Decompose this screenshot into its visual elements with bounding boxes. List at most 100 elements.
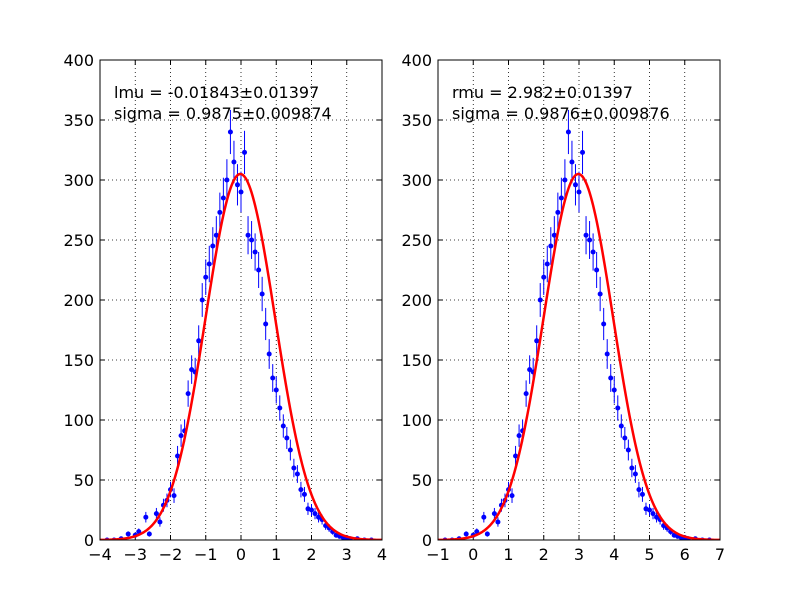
y-tick-label: 150 xyxy=(401,351,432,370)
y-tick-label: 0 xyxy=(422,531,432,550)
x-tick-label: −1 xyxy=(194,545,218,564)
data-point xyxy=(227,129,233,135)
data-point xyxy=(185,391,191,397)
data-point xyxy=(266,351,272,357)
y-tick-label: 250 xyxy=(401,231,432,250)
x-tick-label: −4 xyxy=(88,545,112,564)
y-tick-label: 200 xyxy=(63,291,94,310)
data-point xyxy=(572,182,578,188)
data-point xyxy=(650,511,656,517)
y-tick-label: 50 xyxy=(412,471,432,490)
data-point xyxy=(601,321,607,327)
data-point xyxy=(203,274,209,280)
data-point xyxy=(238,189,244,195)
data-point xyxy=(199,297,205,303)
fit-annotation: rmu = 2.982±0.01397 xyxy=(452,83,633,102)
data-point xyxy=(611,387,617,393)
data-point xyxy=(636,487,642,493)
data-point xyxy=(189,367,195,373)
data-point xyxy=(569,159,575,165)
x-tick-label: 0 xyxy=(236,545,246,564)
data-point xyxy=(548,243,554,249)
data-point xyxy=(298,487,304,493)
data-point xyxy=(224,177,230,183)
x-tick-label: 1 xyxy=(503,545,513,564)
data-point xyxy=(294,471,300,477)
data-point xyxy=(537,297,543,303)
x-tick-label: 3 xyxy=(342,545,352,564)
data-point xyxy=(629,465,635,471)
plot-area xyxy=(438,109,720,540)
data-point xyxy=(153,511,159,517)
y-tick-label: 250 xyxy=(63,231,94,250)
y-tick-label: 350 xyxy=(63,111,94,130)
data-point xyxy=(143,514,149,520)
data-point xyxy=(534,338,540,344)
data-point xyxy=(171,493,177,499)
y-tick-label: 0 xyxy=(84,531,94,550)
data-point xyxy=(523,391,529,397)
data-point xyxy=(647,507,652,513)
y-tick-label: 100 xyxy=(63,411,94,430)
data-point xyxy=(495,519,501,525)
fit-annotation: sigma = 0.9875±0.009874 xyxy=(114,104,332,123)
data-point xyxy=(206,261,212,267)
data-point xyxy=(481,514,487,520)
data-point xyxy=(551,232,557,238)
data-point xyxy=(484,531,490,537)
data-point xyxy=(270,375,276,381)
data-point xyxy=(210,243,216,249)
data-point xyxy=(608,375,614,381)
data-point xyxy=(604,351,610,357)
y-tick-label: 150 xyxy=(63,351,94,370)
data-point xyxy=(474,529,480,535)
fit-annotation: lmu = -0.01843±0.01397 xyxy=(114,83,319,102)
x-tick-label: 5 xyxy=(644,545,654,564)
data-point xyxy=(234,182,240,188)
data-point xyxy=(178,433,184,439)
x-tick-label: −3 xyxy=(123,545,147,564)
subplots: −4 −3 −2 −1 0 1 2 3 4050100150200250300350400lmu… xyxy=(63,51,725,564)
data-point xyxy=(196,338,202,344)
data-point xyxy=(175,453,181,459)
data-point xyxy=(562,177,568,183)
data-point xyxy=(513,453,519,459)
data-point xyxy=(555,209,561,215)
data-point xyxy=(125,531,131,537)
data-point xyxy=(301,491,307,497)
fit-annotation: sigma = 0.9876±0.009876 xyxy=(452,104,670,123)
axes-frame xyxy=(437,59,721,541)
data-point xyxy=(291,465,297,471)
data-point xyxy=(587,237,593,243)
data-point xyxy=(312,511,318,517)
axes-frame xyxy=(99,59,383,541)
y-tick-label: 50 xyxy=(74,471,94,490)
fit-curve xyxy=(438,172,720,540)
data-point xyxy=(576,189,582,195)
x-tick-label: 3 xyxy=(574,545,584,564)
data-point xyxy=(263,321,269,327)
y-tick-label: 350 xyxy=(401,111,432,130)
data-point xyxy=(615,405,621,411)
data-point xyxy=(249,237,255,243)
data-point xyxy=(618,423,624,429)
data-point xyxy=(583,232,589,238)
data-point xyxy=(287,447,293,453)
x-tick-label: 1 xyxy=(271,545,281,564)
data-point xyxy=(639,491,645,497)
y-tick-label: 300 xyxy=(401,171,432,190)
data-point xyxy=(516,433,522,439)
y-tick-label: 200 xyxy=(401,291,432,310)
data-point xyxy=(544,261,550,267)
data-point xyxy=(284,435,290,441)
data-point xyxy=(565,129,571,135)
data-point xyxy=(654,514,660,520)
data-point xyxy=(509,493,515,499)
data-point xyxy=(558,195,564,201)
data-point xyxy=(316,514,322,520)
data-point xyxy=(632,471,638,477)
data-point xyxy=(256,267,262,273)
x-tick-label: −1 xyxy=(426,545,450,564)
data-point xyxy=(590,249,596,255)
